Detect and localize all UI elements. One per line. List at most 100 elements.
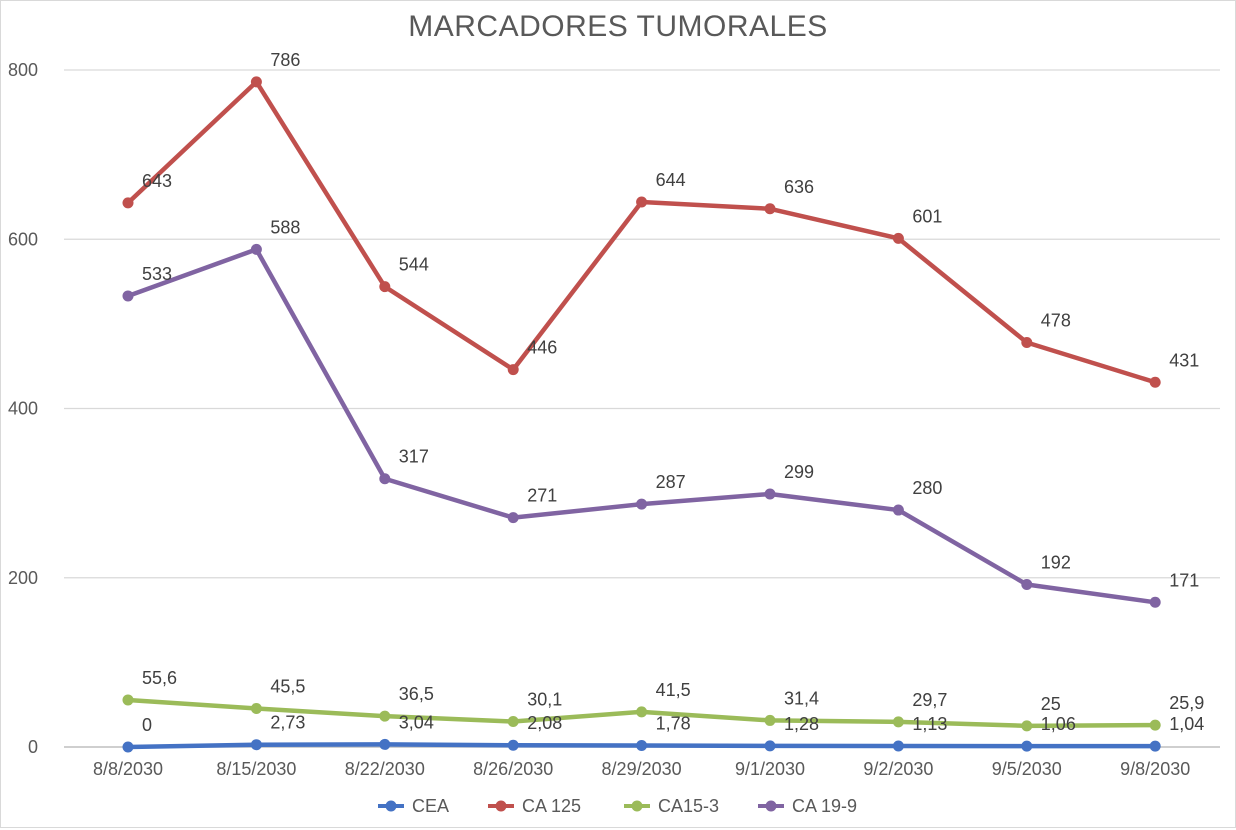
legend-item: CA 19-9 bbox=[758, 796, 857, 816]
legend-item: CEA bbox=[378, 796, 449, 816]
data-label: 45,5 bbox=[270, 676, 305, 696]
data-label: 601 bbox=[912, 206, 942, 226]
data-label: 41,5 bbox=[656, 680, 691, 700]
data-point bbox=[1021, 336, 1033, 348]
data-point bbox=[379, 738, 391, 750]
legend: CEA CA 125 CA15-3 CA 19-9 bbox=[378, 796, 857, 816]
data-label: 280 bbox=[912, 478, 942, 498]
data-point bbox=[507, 716, 519, 728]
data-point bbox=[1021, 740, 1033, 752]
data-label: 1,06 bbox=[1041, 714, 1076, 734]
data-point bbox=[122, 290, 134, 302]
data-label: 29,7 bbox=[912, 690, 947, 710]
legend-item: CA 125 bbox=[488, 796, 581, 816]
data-label: 30,1 bbox=[527, 690, 562, 710]
y-tick-label: 800 bbox=[8, 60, 38, 80]
data-point bbox=[507, 739, 519, 751]
x-tick-label: 8/8/2030 bbox=[93, 759, 163, 779]
data-label: 3,04 bbox=[399, 712, 434, 732]
data-label: 31,4 bbox=[784, 688, 819, 708]
legend-label: CEA bbox=[412, 796, 449, 816]
data-point bbox=[636, 498, 648, 510]
data-point bbox=[507, 364, 519, 376]
data-label: 2,73 bbox=[270, 713, 305, 733]
y-tick-label: 200 bbox=[8, 568, 38, 588]
data-label: 0 bbox=[142, 715, 152, 735]
x-tick-label: 9/5/2030 bbox=[992, 759, 1062, 779]
data-point bbox=[892, 716, 904, 728]
legend-marker bbox=[495, 800, 507, 812]
data-label: 1,28 bbox=[784, 714, 819, 734]
data-label: 192 bbox=[1041, 553, 1071, 573]
x-tick-label: 9/1/2030 bbox=[735, 759, 805, 779]
data-point bbox=[636, 196, 648, 208]
data-point bbox=[379, 281, 391, 293]
data-point bbox=[764, 488, 776, 500]
legend-marker bbox=[631, 800, 643, 812]
data-label: 299 bbox=[784, 462, 814, 482]
data-point bbox=[892, 504, 904, 516]
data-point bbox=[1021, 579, 1033, 591]
data-label: 1,13 bbox=[912, 714, 947, 734]
data-point bbox=[892, 232, 904, 244]
x-tick-label: 9/8/2030 bbox=[1120, 759, 1190, 779]
data-label: 317 bbox=[399, 447, 429, 467]
data-point bbox=[636, 706, 648, 718]
data-point bbox=[764, 203, 776, 215]
data-point bbox=[507, 512, 519, 524]
x-tick-label: 8/26/2030 bbox=[473, 759, 553, 779]
data-point bbox=[379, 473, 391, 485]
data-label: 2,08 bbox=[527, 713, 562, 733]
y-tick-label: 400 bbox=[8, 399, 38, 419]
x-tick-label: 8/22/2030 bbox=[345, 759, 425, 779]
axes: 0 200 400 600 800 8/8/2030 8/15/2030 8/22/2030 8… bbox=[8, 60, 1190, 779]
data-point bbox=[122, 197, 134, 209]
data-label: 431 bbox=[1169, 350, 1199, 370]
data-point bbox=[250, 76, 262, 88]
data-label: 1,78 bbox=[656, 713, 691, 733]
data-label: 271 bbox=[527, 486, 557, 506]
data-label: 55,6 bbox=[142, 668, 177, 688]
series-line bbox=[125, 247, 1158, 605]
data-point bbox=[764, 740, 776, 752]
legend-label: CA15-3 bbox=[658, 796, 719, 816]
data-point bbox=[1021, 720, 1033, 732]
data-label: 287 bbox=[656, 472, 686, 492]
data-labels: 0 2,73 3,04 2,08 1,78 1,28 1,13 1,06 1,04 643 786 5… bbox=[142, 50, 1204, 735]
data-label: 636 bbox=[784, 177, 814, 197]
x-tick-label: 8/29/2030 bbox=[602, 759, 682, 779]
series-ca-125 bbox=[122, 76, 1161, 388]
data-point bbox=[764, 714, 776, 726]
y-tick-label: 0 bbox=[28, 737, 38, 757]
data-label: 588 bbox=[270, 217, 300, 237]
legend-item: CA15-3 bbox=[624, 796, 719, 816]
chart-title: MARCADORES TUMORALES bbox=[408, 10, 828, 43]
data-point bbox=[1149, 719, 1161, 731]
data-point bbox=[250, 702, 262, 714]
legend-marker bbox=[385, 800, 397, 812]
legend-marker bbox=[765, 800, 777, 812]
data-label: 478 bbox=[1041, 310, 1071, 330]
data-label: 36,5 bbox=[399, 684, 434, 704]
data-point bbox=[636, 739, 648, 751]
data-label: 643 bbox=[142, 171, 172, 191]
data-point bbox=[1149, 596, 1161, 608]
data-point bbox=[1149, 740, 1161, 752]
data-label: 786 bbox=[270, 50, 300, 70]
legend-label: CA 19-9 bbox=[792, 796, 857, 816]
data-point bbox=[379, 710, 391, 722]
data-label: 1,04 bbox=[1169, 714, 1204, 734]
data-point bbox=[892, 740, 904, 752]
data-label: 171 bbox=[1169, 570, 1199, 590]
series bbox=[122, 76, 1161, 753]
gridlines bbox=[64, 69, 1220, 748]
data-point bbox=[1149, 376, 1161, 388]
x-tick-label: 8/15/2030 bbox=[216, 759, 296, 779]
data-label: 25,9 bbox=[1169, 693, 1204, 713]
series-ca-19-9 bbox=[122, 243, 1161, 608]
data-point bbox=[122, 741, 134, 753]
series-cea bbox=[122, 738, 1161, 753]
data-point bbox=[250, 739, 262, 751]
